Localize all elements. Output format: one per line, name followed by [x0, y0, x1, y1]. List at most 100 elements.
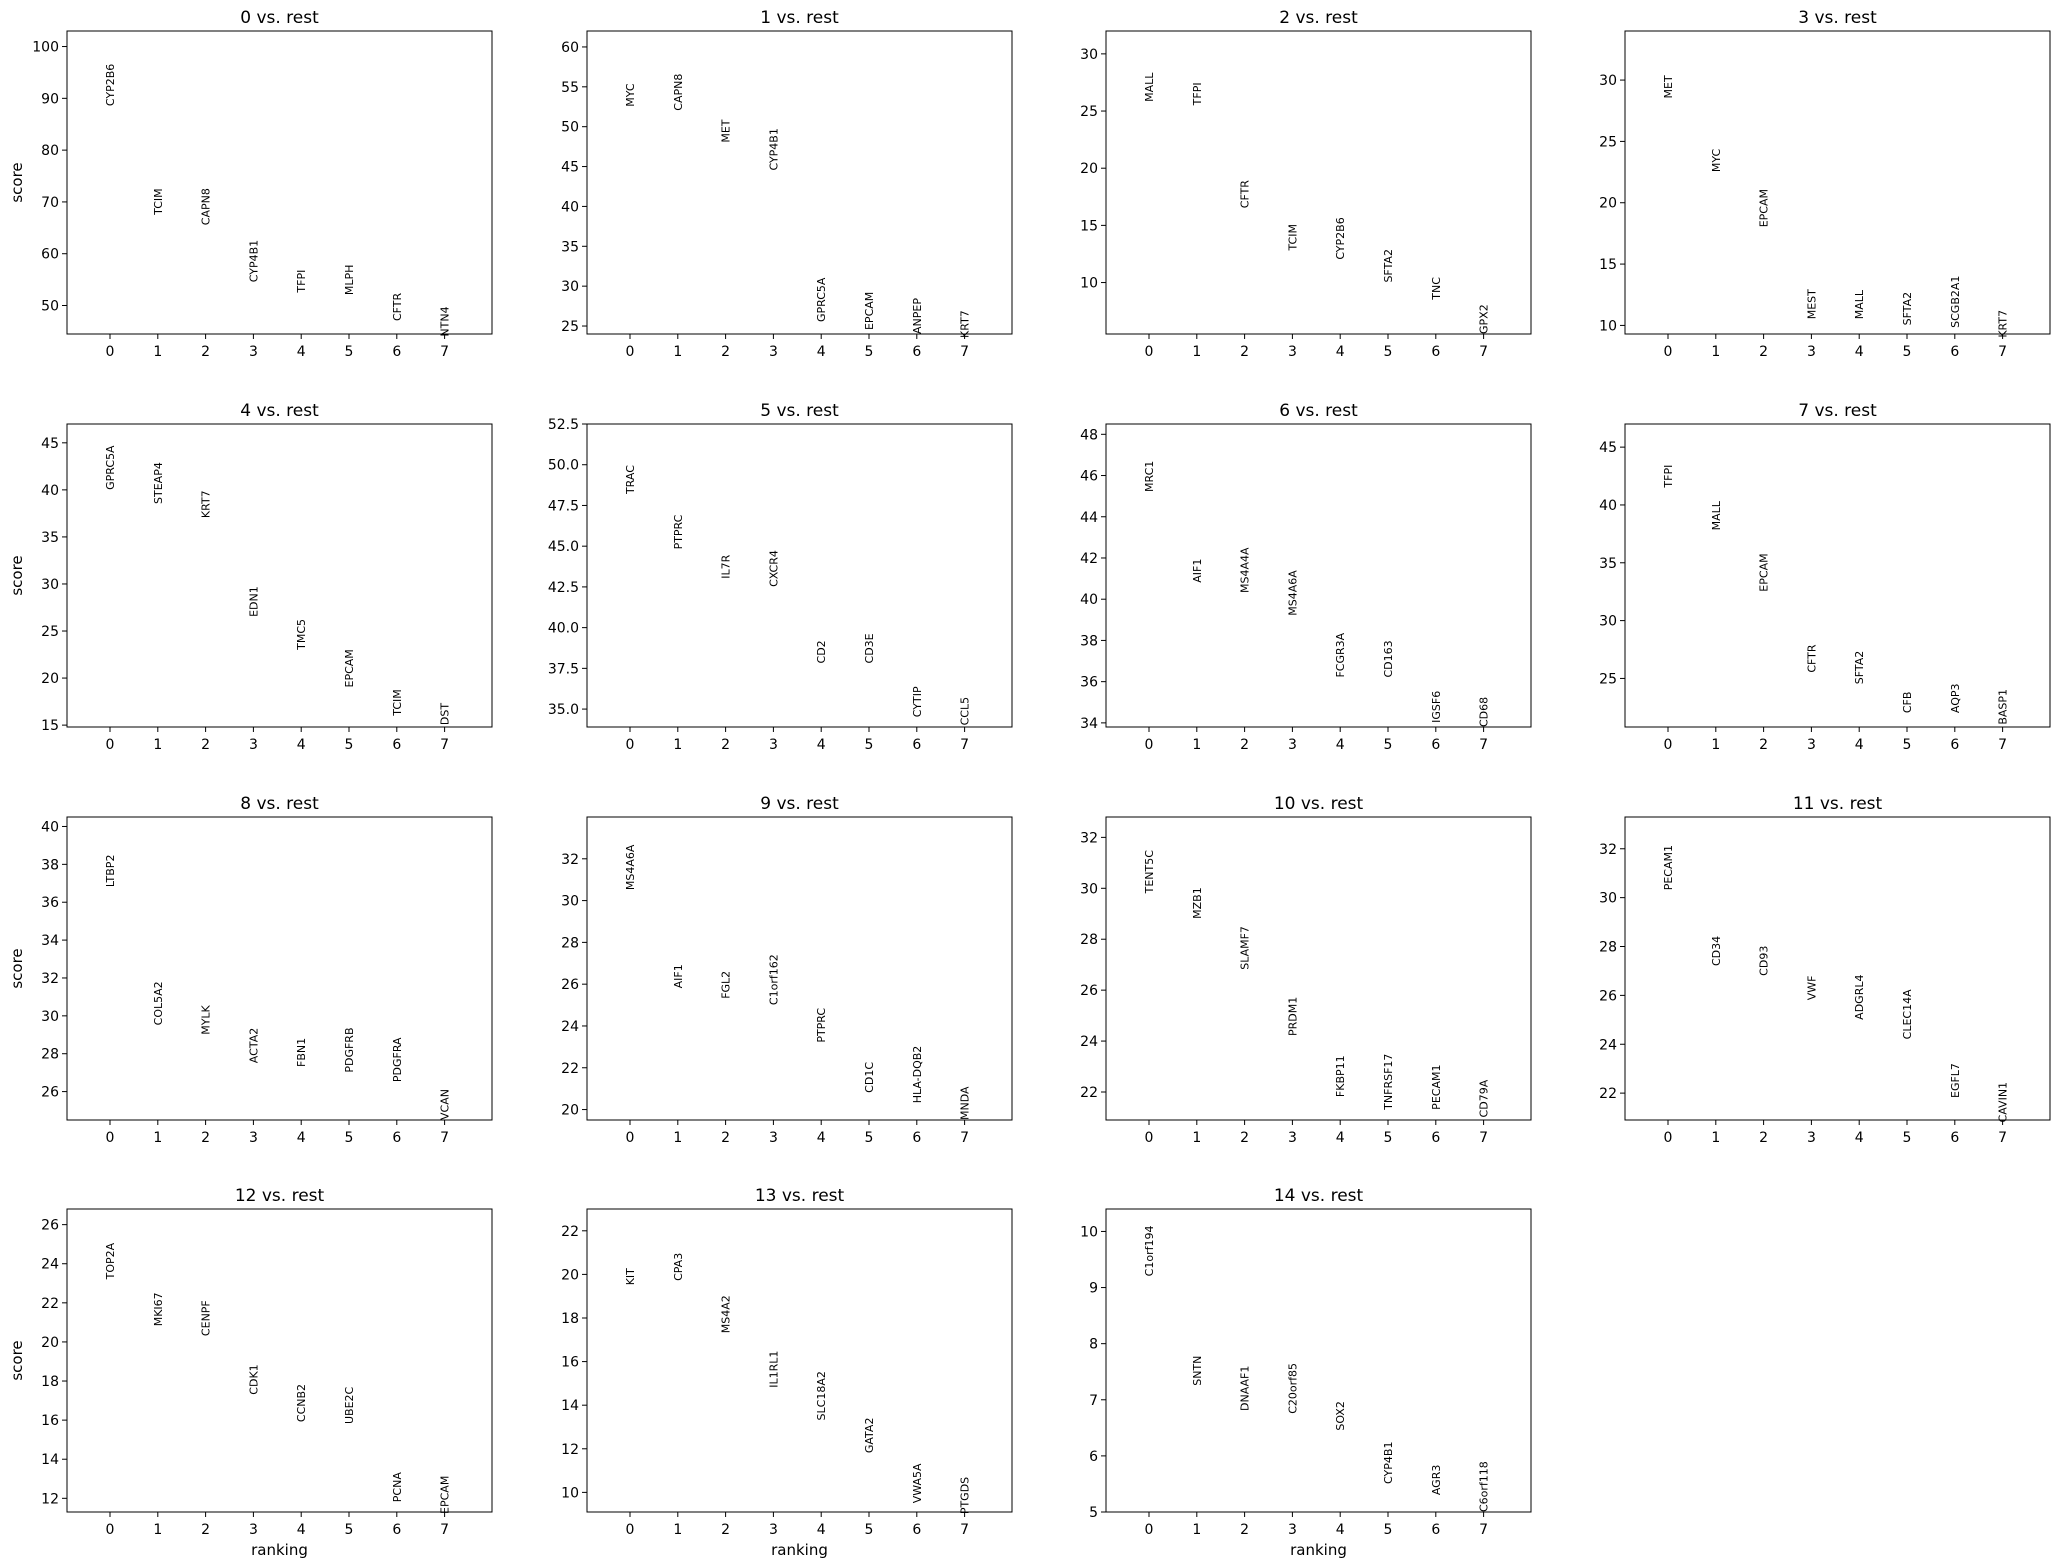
- x-tick-label: 2: [201, 1522, 210, 1538]
- x-tick-label: 6: [392, 1522, 401, 1538]
- gene-label: CD2: [815, 640, 828, 663]
- x-tick-label: 7: [1479, 344, 1488, 360]
- panel-title: 6 vs. rest: [1279, 401, 1358, 421]
- y-tick-label: 30: [1599, 891, 1617, 907]
- y-tick-label: 18: [561, 1311, 579, 1327]
- gene-label: PECAM1: [1430, 1065, 1443, 1110]
- x-tick-label: 0: [626, 1130, 635, 1146]
- x-tick-label: 5: [345, 737, 354, 753]
- x-tick-label: 1: [1192, 1130, 1201, 1146]
- gene-label: CYP2B6: [104, 64, 117, 106]
- gene-label: STEAP4: [152, 462, 165, 504]
- y-tick-label: 20: [41, 671, 59, 687]
- y-tick-label: 16: [41, 1413, 59, 1429]
- x-tick-label: 3: [249, 344, 258, 360]
- x-tick-label: 4: [817, 344, 826, 360]
- gene-label: MEST: [1805, 289, 1818, 319]
- gene-label: BASP1: [1997, 689, 2010, 725]
- x-tick-label: 1: [153, 1130, 162, 1146]
- gene-label: SLC18A2: [815, 1371, 828, 1420]
- gene-label: GPRC5A: [104, 445, 117, 490]
- x-tick-label: 0: [626, 344, 635, 360]
- panel-0: 0 vs. rest 50 60 70 80 90 100 0 1 2 3 4 5 6 7 CYP2B6 TCI…: [8, 8, 493, 360]
- x-tick-label: 5: [1384, 737, 1393, 753]
- axes-frame: [66, 816, 493, 1121]
- x-tick-label: 1: [673, 344, 682, 360]
- x-tick-label: 3: [1288, 737, 1297, 753]
- y-tick-label: 45.0: [548, 539, 579, 555]
- gene-label: TFPI: [1662, 465, 1675, 489]
- x-tick-label: 6: [912, 1130, 921, 1146]
- gene-label: TCIM: [391, 689, 404, 717]
- y-tick-label: 15: [1080, 218, 1098, 234]
- gene-label: GPX2: [1478, 304, 1491, 334]
- x-tick-label: 3: [1807, 344, 1816, 360]
- gene-label: EDN1: [247, 586, 260, 617]
- x-tick-label: 6: [912, 737, 921, 753]
- gene-label: MS4A4A: [1239, 547, 1252, 593]
- gene-label: C20orf85: [1286, 1363, 1299, 1414]
- x-tick-label: 4: [297, 344, 306, 360]
- x-tick-label: 0: [1664, 1130, 1673, 1146]
- x-tick-label: 6: [1431, 1522, 1440, 1538]
- x-tick-label: 6: [1950, 737, 1959, 753]
- y-tick-label: 15: [41, 718, 59, 734]
- x-tick-label: 2: [721, 1522, 730, 1538]
- x-tick-label: 6: [392, 344, 401, 360]
- gene-label: EPCAM: [1758, 553, 1771, 591]
- gene-label: PCNA: [391, 1472, 404, 1503]
- axes-frame: [1105, 816, 1532, 1121]
- gene-label: CD79A: [1478, 1079, 1491, 1117]
- x-tick-label: 0: [1664, 737, 1673, 753]
- gene-label: TCIM: [1286, 224, 1299, 252]
- y-tick-label: 60: [41, 247, 59, 263]
- x-tick-label: 6: [392, 1130, 401, 1146]
- x-tick-label: 7: [960, 1522, 969, 1538]
- panel-title: 8 vs. rest: [240, 794, 319, 814]
- y-tick-label: 35.0: [548, 702, 579, 718]
- gene-label: VWF: [1805, 976, 1818, 1001]
- axes-frame: [1105, 1208, 1532, 1513]
- gene-label: CD68: [1478, 697, 1491, 727]
- x-tick-label: 2: [1240, 344, 1249, 360]
- y-tick-label: 30: [41, 1009, 59, 1025]
- x-tick-label: 3: [769, 737, 778, 753]
- x-tick-label: 5: [345, 1522, 354, 1538]
- y-tick-label: 45: [561, 160, 579, 176]
- gene-label: TOP2A: [104, 1242, 117, 1280]
- x-tick-label: 3: [1288, 344, 1297, 360]
- y-axis-label: score: [8, 555, 26, 595]
- x-tick-label: 3: [1807, 1130, 1816, 1146]
- panel-title: 12 vs. rest: [235, 1186, 325, 1206]
- gene-label: CENPF: [200, 1300, 213, 1336]
- panel-title: 14 vs. rest: [1274, 1186, 1364, 1206]
- x-tick-label: 1: [673, 737, 682, 753]
- gene-label: SLAMF7: [1239, 926, 1252, 970]
- gene-label: SFTA2: [1382, 249, 1395, 283]
- y-tick-label: 22: [1080, 1085, 1098, 1101]
- x-tick-label: 0: [1664, 344, 1673, 360]
- gene-label: AGR3: [1430, 1465, 1443, 1496]
- gene-label: AIF1: [672, 964, 685, 988]
- x-tick-label: 3: [249, 1522, 258, 1538]
- gene-label: PTPRC: [815, 1008, 828, 1043]
- gene-label: TNFRSF17: [1382, 1054, 1395, 1111]
- x-tick-label: 6: [912, 1522, 921, 1538]
- axes-frame: [586, 423, 1013, 728]
- y-tick-label: 42: [1080, 551, 1098, 567]
- y-tick-label: 10: [1080, 276, 1098, 292]
- x-tick-label: 2: [721, 737, 730, 753]
- x-tick-label: 4: [297, 1130, 306, 1146]
- y-tick-label: 25: [561, 319, 579, 335]
- x-axis-label: ranking: [1290, 1541, 1347, 1559]
- x-tick-label: 0: [626, 737, 635, 753]
- gene-label: SNTN: [1191, 1356, 1204, 1386]
- x-tick-label: 7: [1998, 344, 2007, 360]
- y-tick-label: 30: [561, 894, 579, 910]
- panel-title: 13 vs. rest: [755, 1186, 845, 1206]
- x-tick-label: 5: [1384, 344, 1393, 360]
- gene-label: MS4A2: [720, 1295, 733, 1333]
